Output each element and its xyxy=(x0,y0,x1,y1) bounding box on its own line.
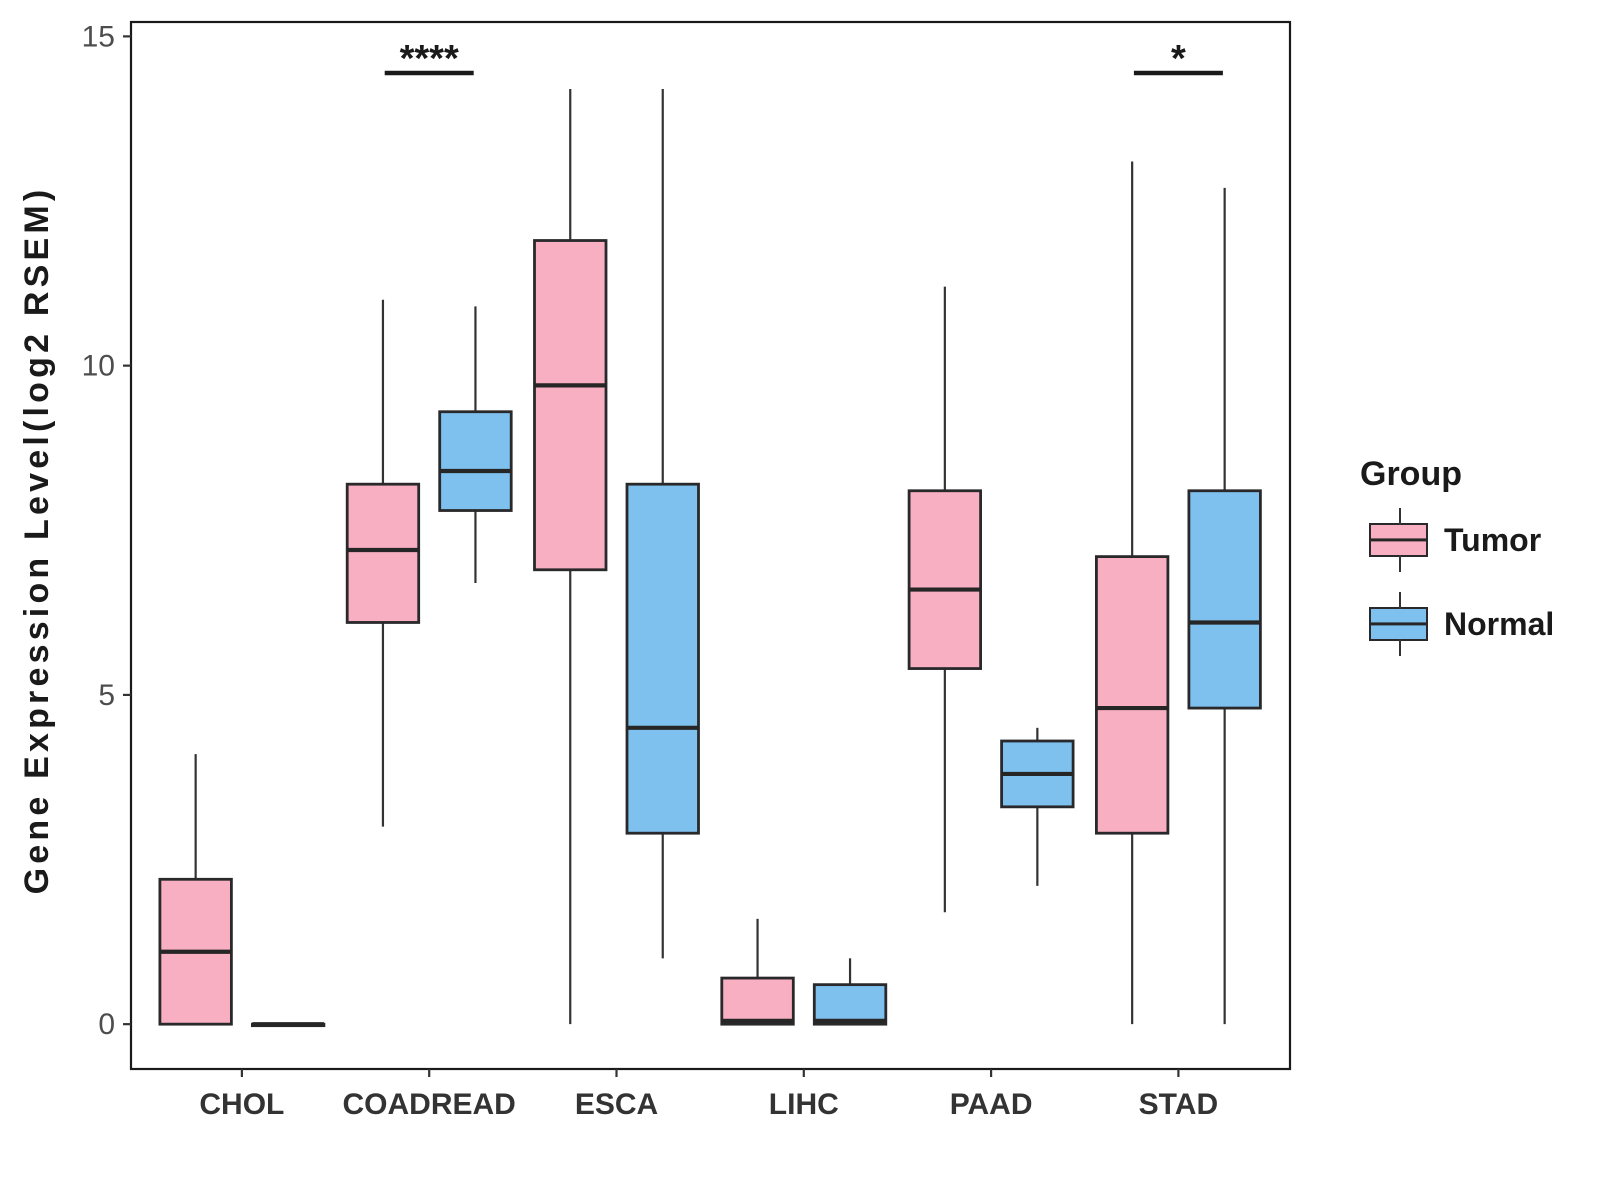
svg-text:0: 0 xyxy=(98,1008,115,1041)
svg-text:*: * xyxy=(1171,38,1186,80)
svg-text:ESCA: ESCA xyxy=(575,1088,658,1121)
svg-text:****: **** xyxy=(400,38,459,80)
svg-text:15: 15 xyxy=(82,20,115,53)
svg-text:STAD: STAD xyxy=(1139,1088,1218,1121)
svg-text:CHOL: CHOL xyxy=(199,1088,284,1121)
svg-text:COADREAD: COADREAD xyxy=(343,1088,516,1121)
svg-text:LIHC: LIHC xyxy=(769,1088,839,1121)
svg-text:PAAD: PAAD xyxy=(950,1088,1033,1121)
svg-text:10: 10 xyxy=(82,350,115,383)
svg-text:5: 5 xyxy=(98,679,115,712)
